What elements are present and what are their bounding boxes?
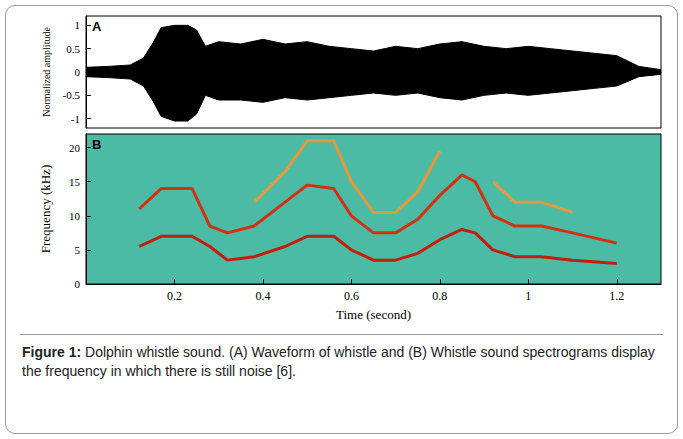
svg-text:B: B xyxy=(92,137,101,152)
svg-text:Time (second): Time (second) xyxy=(336,307,411,322)
svg-text:1: 1 xyxy=(75,19,81,31)
svg-text:Normalized amplitude: Normalized amplitude xyxy=(41,27,52,117)
svg-text:1: 1 xyxy=(525,289,531,303)
svg-text:0: 0 xyxy=(75,66,81,78)
svg-text:0.8: 0.8 xyxy=(432,289,447,303)
svg-text:5: 5 xyxy=(75,244,81,256)
svg-text:0.2: 0.2 xyxy=(167,289,182,303)
svg-text:0.6: 0.6 xyxy=(344,289,359,303)
svg-text:1.2: 1.2 xyxy=(609,289,624,303)
svg-text:A: A xyxy=(92,19,102,34)
html-text:Figure 1: Dolphin whistle soun: Figure 1: Dolphin whistle sound. (A) Wav… xyxy=(22,344,655,379)
svg-text:-0.5: -0.5 xyxy=(63,89,81,101)
svg-text:-1: -1 xyxy=(71,113,80,125)
svg-text:0.5: 0.5 xyxy=(66,43,80,55)
svg-text:Frequency (kHz): Frequency (kHz) xyxy=(38,165,53,253)
svg-text:10: 10 xyxy=(69,210,81,222)
svg-text:15: 15 xyxy=(69,176,81,188)
svg-text:0: 0 xyxy=(75,278,81,290)
svg-text:20: 20 xyxy=(69,142,81,154)
svg-text:0.4: 0.4 xyxy=(255,289,270,303)
